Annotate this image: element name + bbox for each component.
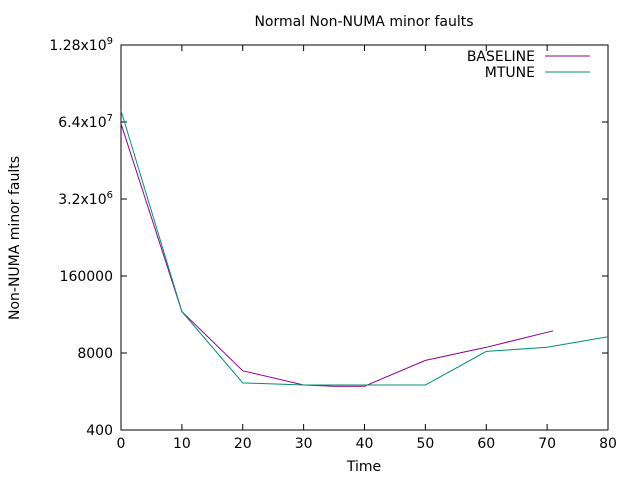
- legend-label: BASELINE: [467, 49, 535, 65]
- legend-label: MTUNE: [485, 65, 535, 81]
- x-tick-label: 0: [117, 436, 126, 452]
- x-tick-label: 80: [599, 436, 617, 452]
- x-tick-label: 50: [416, 436, 434, 452]
- series-line-baseline: [120, 123, 554, 387]
- x-tick-label: 10: [173, 436, 191, 452]
- plot-frame: [120, 44, 609, 431]
- x-tick-label: 20: [234, 436, 252, 452]
- y-tick-label: 160000: [60, 269, 113, 285]
- x-axis-label: Time: [346, 459, 381, 475]
- y-tick-label: 6.4x107: [58, 113, 113, 131]
- series-layer: [120, 110, 609, 387]
- x-ticks: 0 10 20 30 40 50 60 70 80: [117, 45, 617, 452]
- x-tick-label: 30: [295, 436, 313, 452]
- x-tick-label: 40: [356, 436, 374, 452]
- x-tick-label: 70: [538, 436, 556, 452]
- y-ticks: 400 8000 160000 3.2x106 6.4x107 1.28x109: [49, 36, 608, 439]
- y-tick-label: 8000: [77, 346, 113, 362]
- y-tick-label: 400: [86, 423, 113, 439]
- chart-title: Normal Non-NUMA minor faults: [254, 14, 473, 30]
- y-tick-label: 1.28x109: [49, 36, 113, 54]
- series-line-mtune: [120, 110, 609, 386]
- x-tick-label: 60: [477, 436, 495, 452]
- y-tick-label: 3.2x106: [58, 190, 113, 208]
- y-axis-label: Non-NUMA minor faults: [7, 156, 23, 320]
